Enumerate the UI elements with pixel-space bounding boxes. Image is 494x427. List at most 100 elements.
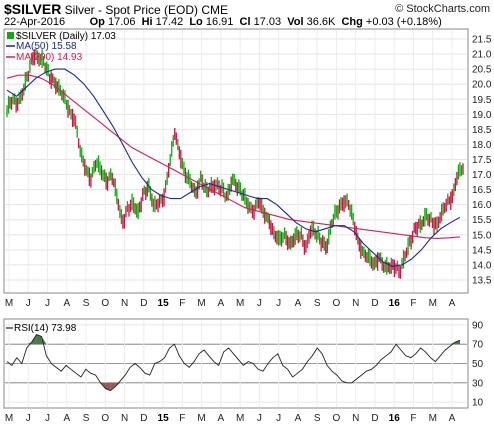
- x-tick-label: M: [429, 413, 437, 424]
- x-tick-label: J: [276, 298, 281, 309]
- x-tick-label: M: [5, 413, 13, 424]
- x-tick-label: S: [314, 413, 321, 424]
- open-value: 17.06: [107, 16, 136, 28]
- x-tick-label: A: [295, 413, 302, 424]
- rsi-grid: [5, 320, 467, 407]
- x-tick-label: J: [257, 413, 262, 424]
- x-tick-label: M: [197, 413, 205, 424]
- price-y-tick-label: 19.0: [472, 110, 492, 121]
- change-key: Chg: [341, 16, 363, 28]
- price-y-tick-label: 20.5: [472, 65, 492, 76]
- rsi-legend-label: RSI(14) 73.98: [14, 323, 77, 334]
- x-tick-label: N: [121, 413, 128, 424]
- x-tick-label: 16: [389, 413, 401, 424]
- rsi-y-axis: 90 70 50 30 10: [472, 320, 484, 408]
- rsi-y-tick-label: 90: [472, 320, 484, 331]
- chart-title-row: $SILVER Silver - Spot Price (EOD) CME: [4, 1, 228, 17]
- ma50-line: [6, 68, 461, 267]
- price-y-tick-label: 21.5: [472, 35, 492, 46]
- ma200-line: [6, 74, 461, 239]
- rsi-oversold-fill: [110, 382, 116, 391]
- x-tick-label: F: [410, 413, 416, 424]
- price-y-tick-label: 16.5: [472, 185, 492, 196]
- x-tick-label: D: [371, 413, 378, 424]
- x-tick-label: J: [26, 413, 31, 424]
- price-panel-frame: [3, 28, 469, 294]
- x-tick-label: N: [352, 298, 359, 309]
- x-tick-label: F: [179, 298, 185, 309]
- price-y-tick-label: 15.0: [472, 230, 492, 241]
- x-tick-label: N: [352, 413, 359, 424]
- x-tick-label: D: [140, 298, 147, 309]
- low-value: 16.91: [205, 16, 234, 28]
- rsi-y-tick-label: 70: [472, 340, 484, 351]
- low-key: Lo: [189, 16, 203, 28]
- ma200-legend-label: MA(200) 14.93: [16, 52, 83, 63]
- rsi-y-tick-label: 50: [472, 359, 484, 370]
- exchange-label: CME: [201, 3, 229, 17]
- rsi-y-tick-label: 10: [472, 398, 484, 409]
- x-tick-label: S: [83, 298, 90, 309]
- price-y-tick-label: 14.0: [472, 260, 492, 271]
- price-y-tick-label: 15.5: [472, 215, 492, 226]
- x-tick-label: J: [26, 298, 31, 309]
- x-tick-label: 16: [389, 298, 401, 309]
- x-tick-label: M: [429, 298, 437, 309]
- x-tick-label: F: [179, 413, 185, 424]
- symbol-label: $SILVER: [4, 1, 62, 17]
- description-label: Silver - Spot Price (EOD): [64, 3, 199, 17]
- volume-value: 36.6K: [306, 16, 336, 28]
- date-label: 22-Apr-2016: [4, 16, 66, 28]
- x-tick-label: S: [314, 298, 321, 309]
- high-key: Hi: [141, 16, 153, 28]
- x-tick-label: A: [449, 413, 456, 424]
- x-tick-label: M: [197, 298, 205, 309]
- price-legend: $SILVER (Daily) 17.03 MA(50) 15.58 MA(20…: [6, 31, 116, 63]
- brand-label: © StockCharts.com: [395, 3, 490, 15]
- x-tick-label: A: [63, 298, 70, 309]
- x-tick-label: O: [101, 413, 109, 424]
- price-y-tick-label: 16.0: [472, 200, 492, 211]
- price-y-tick-label: 17.5: [472, 155, 492, 166]
- price-y-tick-label: 17.0: [472, 170, 492, 181]
- price-series: [6, 48, 464, 279]
- ma50-legend-label: MA(50) 15.58: [16, 41, 77, 52]
- price-grid: [5, 30, 467, 292]
- x-tick-label: 15: [158, 298, 170, 309]
- x-tick-label: A: [63, 413, 70, 424]
- rsi-overbought-fill: [36, 334, 42, 345]
- price-y-tick-label: 18.0: [472, 140, 492, 151]
- rsi-overbought-fill: [455, 340, 460, 345]
- x-tick-label: J: [257, 298, 262, 309]
- x-tick-label: A: [449, 298, 456, 309]
- x-tick-label: F: [410, 298, 416, 309]
- price-y-tick-label: 14.5: [472, 245, 492, 256]
- x-tick-label: J: [45, 413, 50, 424]
- price-y-tick-label: 20.0: [472, 80, 492, 91]
- rsi-legend: RSI(14) 73.98: [6, 323, 77, 334]
- x-tick-label: N: [121, 298, 128, 309]
- high-value: 17.42: [155, 16, 184, 28]
- rsi-line: [6, 333, 461, 392]
- x-tick-label: J: [276, 413, 281, 424]
- close-key: Cl: [239, 16, 251, 28]
- x-tick-label: D: [140, 413, 147, 424]
- x-tick-label: A: [218, 298, 225, 309]
- price-legend-label: $SILVER (Daily) 17.03: [16, 31, 116, 42]
- price-y-tick-label: 18.5: [472, 125, 492, 136]
- change-value: +0.03 (+0.18%): [365, 16, 442, 28]
- x-tick-label: M: [5, 298, 13, 309]
- rsi-x-axis: M J J A S O N D 15 F M A M J J A S O N D 16 F M A: [5, 413, 456, 424]
- open-key: Op: [89, 16, 105, 28]
- x-tick-label: 15: [158, 413, 170, 424]
- price-y-tick-label: 21.0: [472, 50, 492, 61]
- x-tick-label: A: [295, 298, 302, 309]
- x-tick-label: O: [101, 298, 109, 309]
- volume-key: Vol: [287, 16, 304, 28]
- x-tick-label: O: [333, 413, 341, 424]
- x-tick-label: A: [218, 413, 225, 424]
- price-legend-swatch: [7, 32, 14, 39]
- close-value: 17.03: [253, 16, 282, 28]
- price-y-tick-label: 19.5: [472, 95, 492, 106]
